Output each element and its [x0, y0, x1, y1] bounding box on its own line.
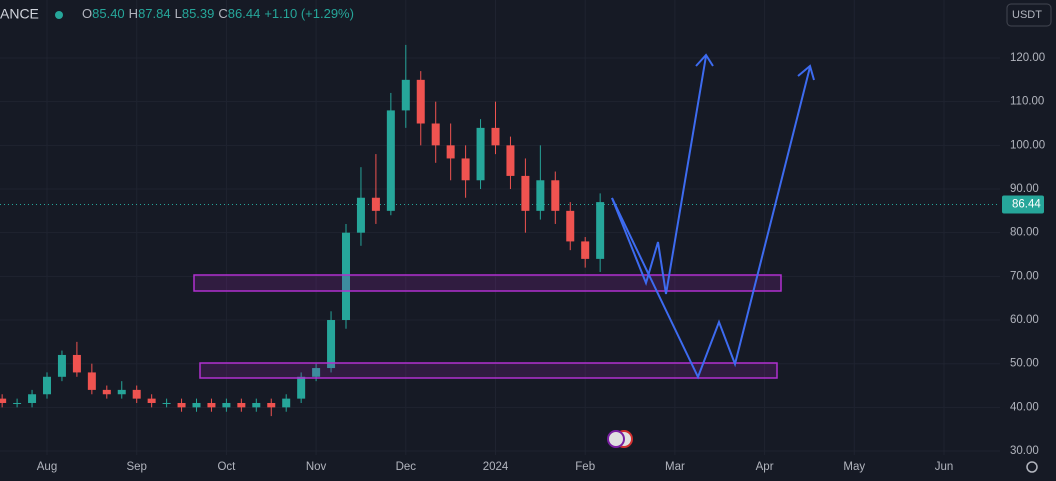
candle-body [267, 402, 276, 408]
candle-body [521, 175, 530, 211]
candle-body [506, 145, 515, 176]
header-open: 85.40 [92, 6, 125, 21]
candle-body [327, 320, 336, 369]
candle-body [147, 398, 156, 403]
ohlc-values: O85.40 H87.84 L85.39 C86.44 +1.10 (+1.29%) [82, 6, 354, 21]
last-price-box [1002, 195, 1044, 214]
candle-body [192, 402, 201, 408]
candle-body [87, 372, 96, 390]
y-tick-label: 120.00 [1010, 52, 1045, 64]
candle-body [371, 197, 380, 211]
status-dot [55, 11, 63, 19]
candle-body [72, 354, 81, 373]
support-zone[interactable] [199, 362, 778, 379]
symbol: ANCE [0, 6, 39, 22]
header-low: 85.39 [182, 6, 215, 21]
candle-body [132, 389, 141, 399]
last-price-label: 86.44 [1012, 199, 1041, 211]
y-tick-label: 50.00 [1010, 358, 1039, 370]
y-tick-label: 70.00 [1010, 270, 1039, 282]
support-zone[interactable] [193, 274, 782, 292]
circle-icons [607, 430, 633, 448]
x-tick-label: Jun [935, 461, 954, 473]
candle-body [491, 127, 500, 146]
event-icon[interactable] [607, 430, 625, 448]
header-high: 87.84 [138, 6, 171, 21]
y-tick-label: 80.00 [1010, 227, 1039, 239]
candle-body [222, 402, 231, 408]
candle-body [581, 241, 590, 259]
x-tick-label: Nov [306, 461, 327, 473]
candle-body [476, 127, 485, 181]
candle-body [431, 123, 440, 146]
y-tick-label: 60.00 [1010, 314, 1039, 326]
candles [0, 44, 605, 417]
candle-body [461, 158, 470, 181]
y-tick-label: 100.00 [1010, 139, 1045, 151]
x-tick-label: 2024 [483, 461, 509, 473]
candle-body [596, 202, 605, 259]
candle-body [162, 402, 171, 404]
projection-drawings[interactable] [611, 53, 815, 380]
currency-button[interactable] [1006, 3, 1052, 27]
candle-body [356, 197, 365, 233]
candle-body [386, 110, 395, 211]
candle-body [416, 79, 425, 124]
candle-body [297, 376, 306, 399]
header-close: 86.44 [228, 6, 261, 21]
candle-body [536, 180, 545, 211]
candle-body [207, 402, 216, 408]
x-tick-label: May [843, 461, 865, 473]
x-tick-label: Aug [37, 461, 57, 473]
x-tick-label: Mar [665, 461, 685, 473]
ohlc-header: ANCE O85.40 H87.84 L85.39 C86.44 +1.10 (+1.2… [0, 6, 354, 22]
candle-body [102, 389, 111, 395]
candle-body [551, 180, 560, 211]
currency-label[interactable]: USDT [1012, 9, 1042, 21]
candle-body [57, 354, 66, 377]
arrow-head [695, 53, 714, 67]
y-tick-label: 40.00 [1010, 401, 1039, 413]
x-tick-label: Dec [396, 461, 417, 473]
candle-body [237, 402, 246, 408]
candle-body [28, 394, 37, 403]
header-c: C [218, 6, 227, 21]
header-change: +1.10 (+1.29%) [264, 6, 354, 21]
x-tick-label: Apr [756, 461, 774, 473]
x-tick-label: Oct [217, 461, 236, 473]
header-h: H [129, 6, 138, 21]
settings-icon[interactable] [1026, 461, 1038, 473]
x-tick-label: Sep [126, 461, 146, 473]
candle-body [401, 79, 410, 111]
candle-body [342, 232, 350, 321]
y-tick-label: 90.00 [1010, 183, 1039, 195]
header-l: L [175, 6, 182, 21]
candle-body [177, 402, 186, 408]
candle-body [0, 398, 7, 403]
candle-body [252, 402, 261, 408]
candle-body [446, 145, 455, 159]
projection-path[interactable] [611, 55, 707, 295]
header-o: O [82, 6, 92, 21]
candle-body [13, 402, 22, 404]
candle-body [312, 368, 321, 377]
candle-body [43, 376, 51, 395]
candle-body [117, 389, 126, 395]
price-axis [1000, 0, 1056, 481]
y-tick-label: 30.00 [1010, 445, 1039, 457]
arrow-head [797, 64, 815, 81]
axis-labels: 120.00 110.00 100.00 90.00 80.00 70.00 60.00 50… [37, 52, 1045, 473]
candle-body [282, 398, 291, 408]
y-tick-label: 110.00 [1010, 96, 1044, 108]
candle-body [566, 210, 575, 242]
x-tick-label: Feb [575, 461, 595, 473]
projection-path[interactable] [611, 66, 811, 380]
